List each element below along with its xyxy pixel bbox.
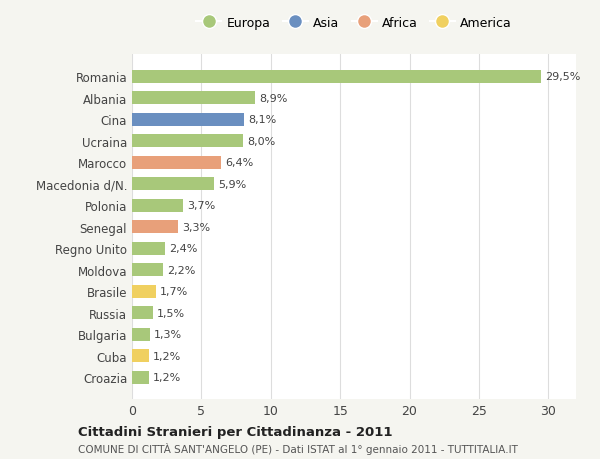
Legend: Europa, Asia, Africa, America: Europa, Asia, Africa, America [196, 17, 512, 29]
Text: 29,5%: 29,5% [545, 72, 581, 82]
Text: 1,2%: 1,2% [153, 372, 181, 382]
Text: 8,0%: 8,0% [247, 136, 275, 146]
Bar [132, 221, 178, 234]
Bar [132, 285, 155, 298]
Bar [132, 199, 184, 212]
Bar [132, 71, 541, 84]
Bar [132, 113, 244, 127]
Bar [132, 178, 214, 191]
Text: 1,3%: 1,3% [154, 330, 182, 339]
Text: Cittadini Stranieri per Cittadinanza - 2011: Cittadini Stranieri per Cittadinanza - 2… [78, 425, 392, 438]
Bar [132, 349, 149, 362]
Bar [132, 328, 150, 341]
Bar [132, 307, 153, 319]
Bar [132, 92, 256, 105]
Bar [132, 135, 243, 148]
Text: 8,1%: 8,1% [248, 115, 277, 125]
Text: COMUNE DI CITTÀ SANT'ANGELO (PE) - Dati ISTAT al 1° gennaio 2011 - TUTTITALIA.IT: COMUNE DI CITTÀ SANT'ANGELO (PE) - Dati … [78, 442, 518, 454]
Text: 1,7%: 1,7% [160, 286, 188, 297]
Text: 6,4%: 6,4% [225, 158, 253, 168]
Text: 2,2%: 2,2% [167, 265, 195, 275]
Text: 1,5%: 1,5% [157, 308, 185, 318]
Bar [132, 157, 221, 169]
Text: 8,9%: 8,9% [260, 94, 288, 104]
Text: 2,4%: 2,4% [169, 244, 198, 254]
Bar [132, 371, 149, 384]
Text: 5,9%: 5,9% [218, 179, 246, 189]
Text: 1,2%: 1,2% [153, 351, 181, 361]
Text: 3,7%: 3,7% [187, 201, 216, 211]
Text: 3,3%: 3,3% [182, 222, 210, 232]
Bar [132, 263, 163, 276]
Bar [132, 242, 166, 255]
